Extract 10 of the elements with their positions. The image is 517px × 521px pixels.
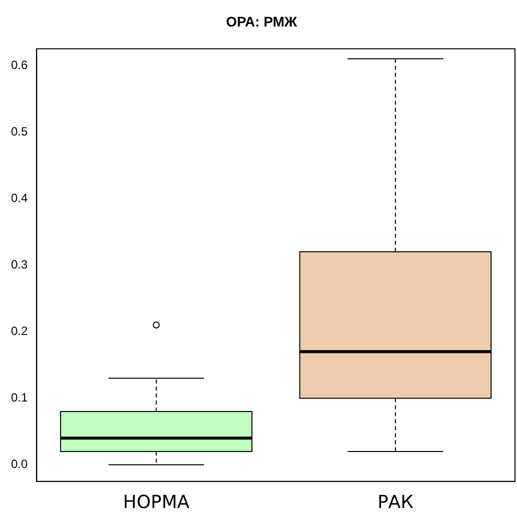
chart-title: ОРА: РМЖ xyxy=(226,13,298,30)
y-tick-label: 0.4 xyxy=(10,190,28,205)
y-tick-label: 0.1 xyxy=(10,390,28,405)
y-tick-label: 0.6 xyxy=(10,58,28,72)
y-tick-label: 0.0 xyxy=(10,457,28,472)
x-tick-label: РАК xyxy=(377,492,414,513)
y-tick-label: 0.5 xyxy=(10,124,28,138)
x-tick-label: НОРМА xyxy=(123,492,190,513)
y-tick-label: 0.3 xyxy=(10,257,28,272)
y-tick-label: 0.2 xyxy=(10,324,28,338)
